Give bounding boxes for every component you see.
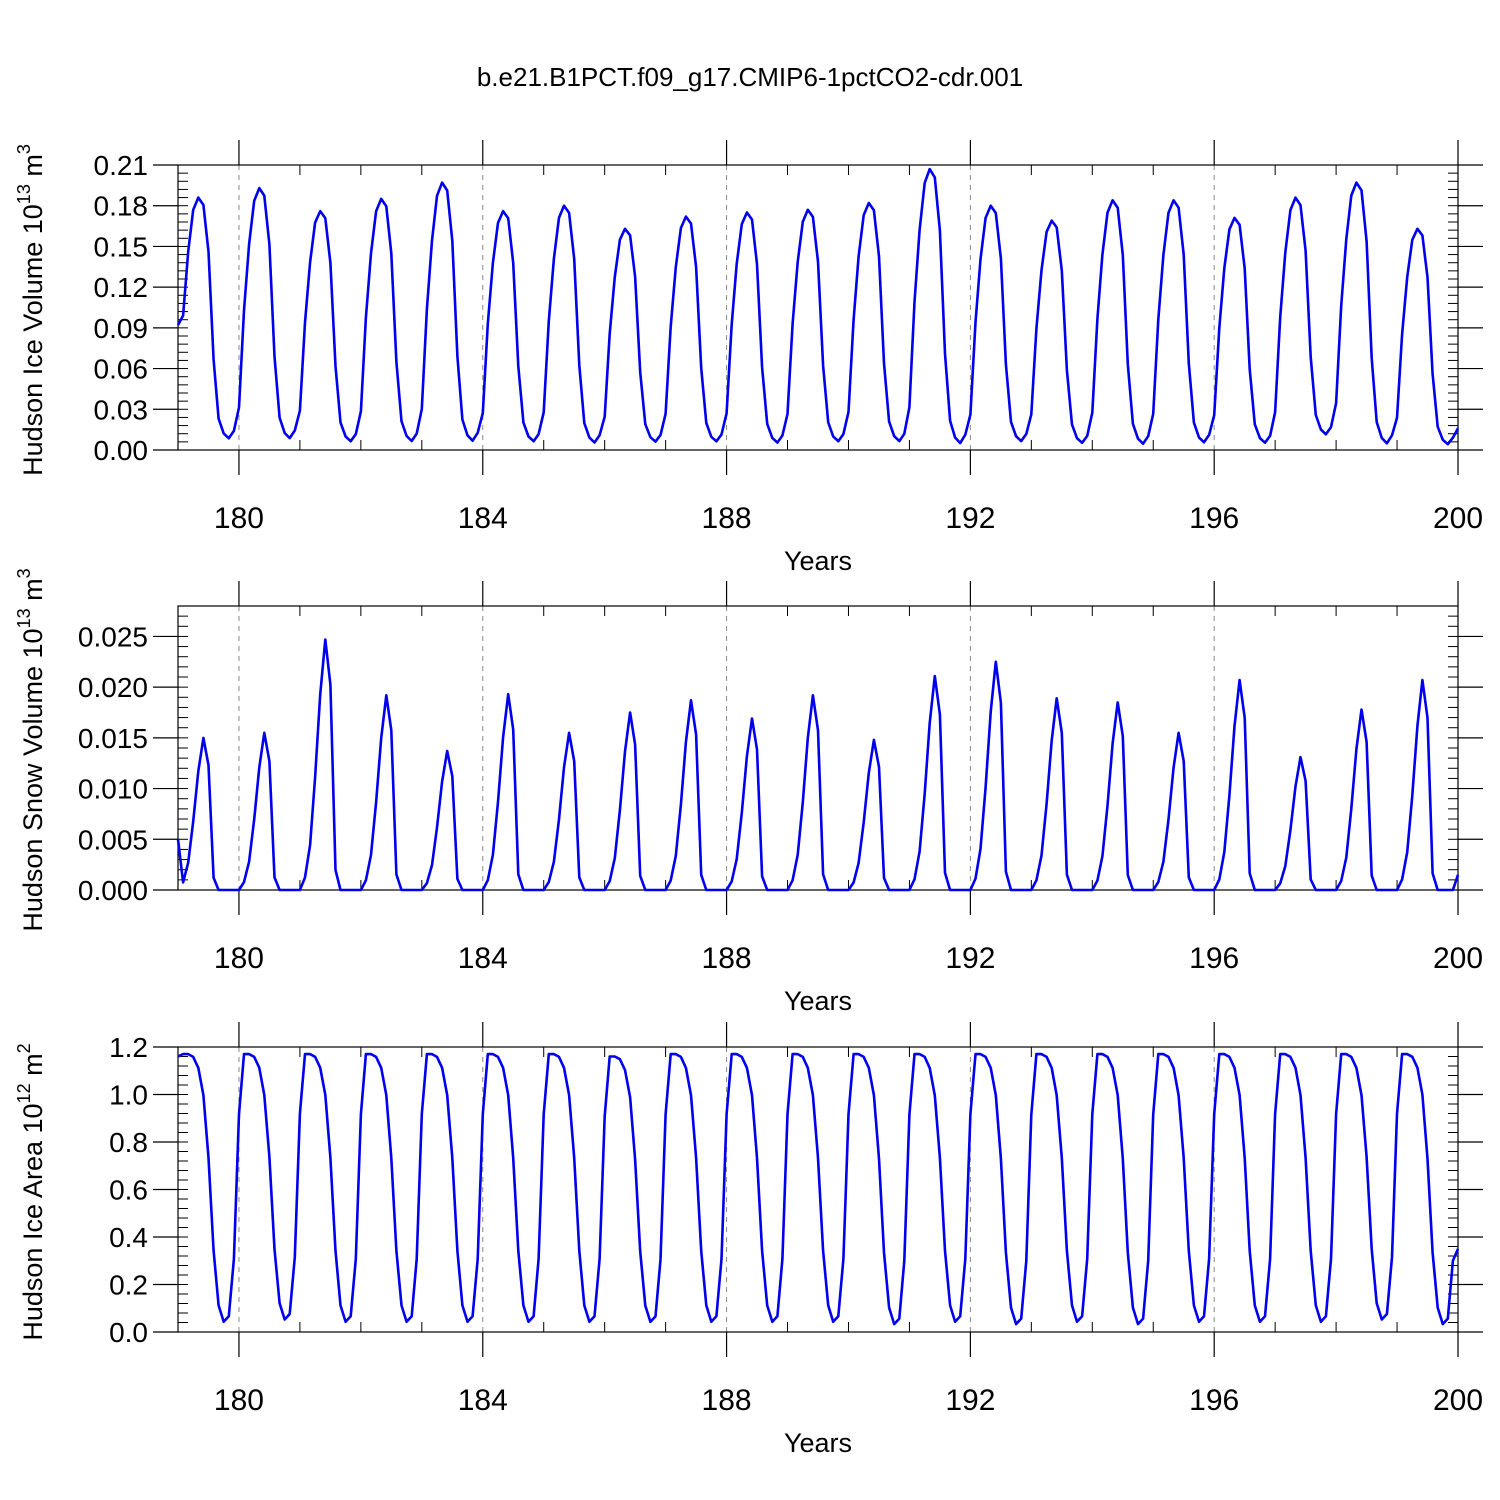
y-tick-label: 0.18 [94,191,149,222]
y-tick-label: 0.2 [109,1270,148,1301]
x-tick-label: 200 [1433,1384,1483,1417]
panel-ice-area: 0.0 0.2 0.4 0.6 0.8 1.0 1.2 180 184 188 192 196 200 Y… [14,1022,1483,1458]
x-tick-label: 180 [214,502,264,535]
x-tick-label: 184 [458,942,508,975]
x-tick-label: 196 [1189,502,1239,535]
y-tick-label: 0.005 [78,824,148,855]
x-tick-label: 192 [945,502,995,535]
y-tick-label: 0.020 [78,672,148,703]
y-tick-label: 0.025 [78,621,148,652]
series-line [176,167,1460,446]
x-axis-label: Years [784,546,852,576]
y-tick-label: 0.03 [94,394,149,425]
y-tick-label: 0.06 [94,354,149,385]
y-tick-label: 0.010 [78,774,148,805]
plot-frame [177,164,1459,451]
x-tick-label: 196 [1189,1384,1239,1417]
chart-title: b.e21.B1PCT.f09_g17.CMIP6-1pctCO2-cdr.00… [476,62,1024,92]
x-tick-label: 180 [214,942,264,975]
y-tick-label: 0.000 [78,875,148,906]
x-tick-label: 200 [1433,502,1483,535]
y-axis-label: Hudson Ice Volume 1013 m3 [14,144,48,476]
x-tick-label: 188 [702,942,752,975]
y-tick-label: 0.015 [78,723,148,754]
x-tick-label: 188 [702,502,752,535]
y-tick-label: 0.8 [109,1127,148,1158]
x-tick-label: 200 [1433,942,1483,975]
panel-ice-volume: 0.00 0.03 0.06 0.09 0.12 0.15 0.18 0.21 180 184 18… [14,140,1483,576]
y-tick-label: 0.21 [94,150,149,181]
y-tick-label: 0.15 [94,231,149,262]
x-tick-label: 184 [458,502,508,535]
y-tick-label: 0.12 [94,272,149,303]
y-tick-label: 0.09 [94,313,149,344]
y-tick-label: 0.00 [94,435,149,466]
y-axis-label: Hudson Snow Volume 1013 m3 [14,568,48,931]
y-tick-label: 1.2 [109,1032,148,1063]
x-tick-label: 192 [945,1384,995,1417]
y-axis-label: Hudson Ice Area 1012 m2 [14,1043,48,1340]
y-tick-label: 0.4 [109,1222,148,1253]
x-tick-label: 180 [214,1384,264,1417]
x-tick-label: 188 [702,1384,752,1417]
y-tick-label: 0.0 [109,1317,148,1348]
series-line [176,638,1460,892]
y-tick-label: 0.6 [109,1175,148,1206]
panel-snow-volume: 0.000 0.005 0.010 0.015 0.020 0.025 180 184 188 1… [14,568,1483,1016]
x-axis-label: Years [784,986,852,1016]
x-axis-label: Years [784,1428,852,1458]
x-tick-label: 192 [945,942,995,975]
y-tick-label: 1.0 [109,1080,148,1111]
x-tick-label: 184 [458,1384,508,1417]
x-tick-label: 196 [1189,942,1239,975]
plot-frame [177,1046,1459,1333]
series-line [177,1052,1460,1326]
